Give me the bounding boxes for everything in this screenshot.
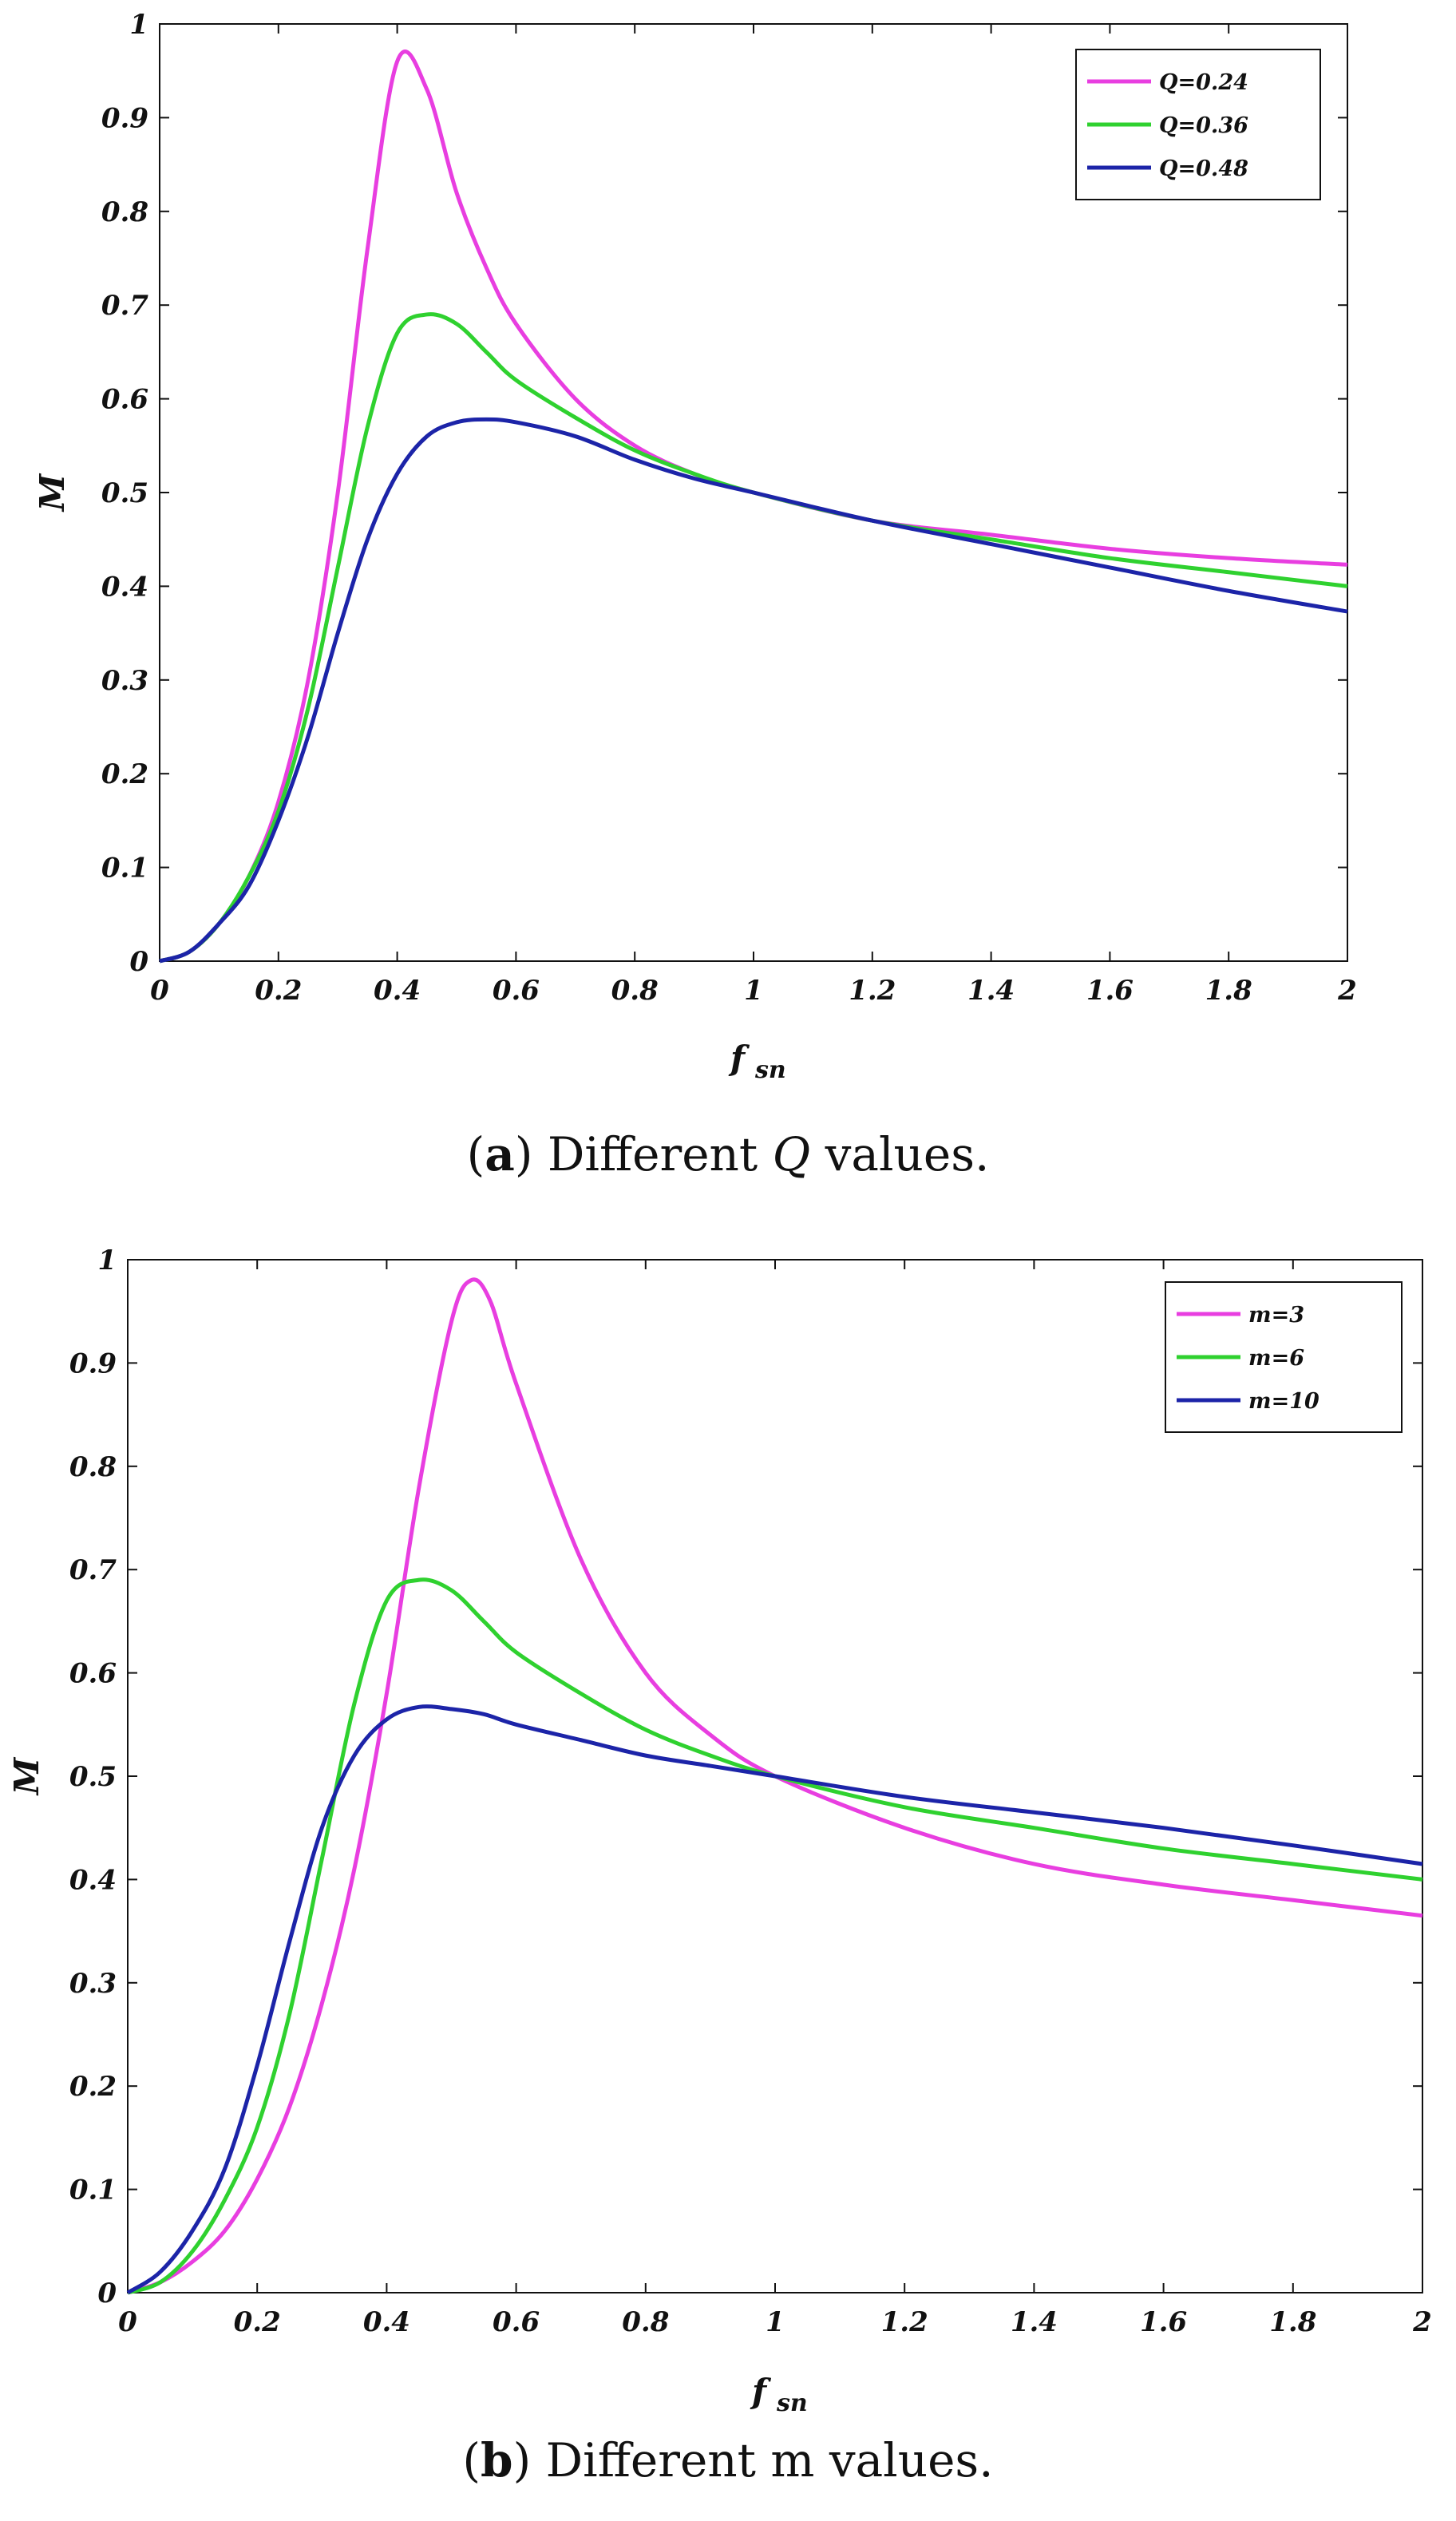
x-tick-label: 1.8 [1205, 975, 1252, 1007]
y-tick-label: 0.8 [69, 1451, 117, 1483]
caption-a-pre: Different [547, 1127, 773, 1181]
x-tick-label: 0.4 [374, 975, 421, 1007]
series-line-m=3 [127, 1277, 1423, 2295]
x-tick-label: 1 [766, 2306, 785, 2338]
y-tick-label: 0.5 [101, 477, 148, 509]
x-axis-label-sub: sn [754, 1056, 786, 1084]
y-tick-label: 0.9 [69, 1348, 117, 1379]
y-tick-label: 0.3 [69, 1968, 117, 2000]
y-tick-label: 1 [129, 9, 148, 41]
y-tick-label: 0.5 [69, 1761, 117, 1793]
x-tick-label: 1.6 [1086, 975, 1134, 1007]
x-tick-label: 1.4 [1011, 2306, 1058, 2338]
y-tick-label: 0.7 [101, 290, 148, 322]
caption-a-post: values. [810, 1127, 990, 1181]
x-tick-label: 0.4 [363, 2306, 410, 2338]
x-axis-label-sub: sn [776, 2389, 808, 2417]
x-tick-label: 0.8 [611, 975, 659, 1007]
caption-b: (b) Different m values. [462, 2433, 994, 2487]
y-tick-label: 0.9 [101, 102, 148, 134]
y-axis-label: M [33, 473, 72, 513]
x-tick-label: 1.2 [849, 975, 896, 1007]
y-tick-label: 0.3 [101, 665, 148, 697]
y-tick-label: 0.7 [69, 1554, 117, 1586]
legend-entry: Q=0.36 [1159, 113, 1248, 138]
y-tick-label: 0 [129, 946, 148, 978]
legend-entry: m=10 [1248, 1389, 1320, 1414]
chart-a: 0 0.2 0.4 0.6 0.8 1 1.2 1.4 1.6 1.8 2 0 0.1 0.2 0.3 0.4… [33, 9, 1357, 1084]
x-tick-label: 0.6 [493, 2306, 540, 2338]
caption-b-pre: Different [545, 2433, 771, 2487]
series-line-Q=0.48 [159, 417, 1348, 964]
caption-b-post: m values. [770, 2433, 994, 2487]
x-tick-label: 0.2 [255, 975, 302, 1007]
x-axis-label: f [750, 2372, 772, 2411]
y-tick-label: 0.1 [101, 853, 148, 885]
x-tick-label: 0 [150, 975, 169, 1007]
legend-entry: Q=0.24 [1159, 70, 1248, 95]
caption-a-var: Q [772, 1127, 811, 1181]
series-line-Q=0.24 [159, 49, 1348, 964]
x-tick-label: 2 [1412, 2306, 1432, 2338]
y-tick-label: 1 [97, 1245, 117, 1276]
x-tick-label: 1.8 [1269, 2306, 1316, 2338]
y-tick-label: 0.4 [101, 571, 148, 603]
x-tick-label: 1 [744, 975, 763, 1007]
y-tick-label: 0 [97, 2278, 117, 2309]
y-tick-label: 0.4 [69, 1864, 117, 1896]
chart-b: 0 0.2 0.4 0.6 0.8 1 1.2 1.4 1.6 1.8 2 0 0.1 0.2 0.3 0.4… [7, 1245, 1432, 2417]
legend-entry: m=3 [1248, 1303, 1304, 1328]
legend-entry: Q=0.48 [1159, 156, 1248, 181]
y-tick-label: 0.6 [101, 384, 148, 416]
y-tick-label: 0.8 [101, 196, 148, 228]
y-tick-label: 0.6 [69, 1658, 117, 1690]
x-tick-label: 1.2 [881, 2306, 928, 2338]
y-axis-label: M [7, 1756, 46, 1796]
x-axis-label: f [728, 1039, 750, 1078]
series-line-m=6 [127, 1577, 1423, 2295]
y-tick-label: 0.2 [101, 758, 148, 790]
x-tick-label: 1.6 [1140, 2306, 1187, 2338]
x-tick-label: 0 [118, 2306, 137, 2338]
caption-b-label: b [481, 2433, 513, 2487]
series-line-m=10 [126, 1704, 1423, 2295]
x-tick-label: 0.6 [493, 975, 540, 1007]
caption-a-label: a [485, 1127, 515, 1181]
x-tick-label: 2 [1337, 975, 1357, 1007]
y-tick-label: 0.1 [69, 2175, 117, 2206]
x-tick-label: 0.8 [622, 2306, 669, 2338]
y-tick-label: 0.2 [69, 2071, 117, 2103]
x-tick-label: 0.2 [234, 2306, 281, 2338]
x-tick-label: 1.4 [967, 975, 1015, 1007]
legend-entry: m=6 [1248, 1346, 1304, 1371]
caption-a: (a) Different Q values. [466, 1127, 990, 1181]
series-line-Q=0.36 [159, 312, 1348, 964]
